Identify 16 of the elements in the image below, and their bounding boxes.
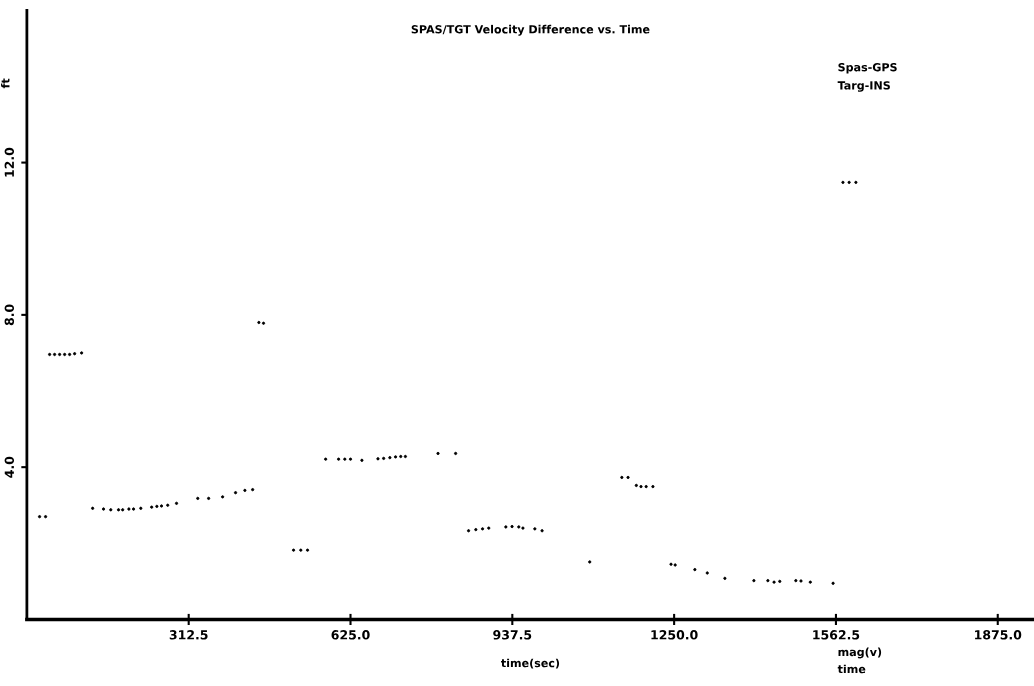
- text: time: [837, 664, 866, 674]
- x-tick-label: 1250.0: [651, 630, 698, 640]
- y-tick-label: 8.0: [4, 304, 15, 326]
- y-tick-label: 4.0: [4, 456, 15, 478]
- annotation: Spas-GPS: [838, 62, 897, 74]
- x-tick-label: 312.5: [169, 630, 208, 640]
- x-tick-label: 1562.5: [813, 630, 860, 640]
- text: SPAS/TGT Velocity Difference vs. Time: [411, 24, 650, 36]
- annotation: Targ-INS: [837, 81, 890, 92]
- y-axis-title: ft: [1, 78, 10, 89]
- x-tick-label: 937.5: [493, 630, 532, 640]
- y-tick-label: 12.0: [4, 147, 15, 177]
- x-tick-label: 1875.0: [975, 630, 1022, 640]
- x-axis-title: time(sec): [501, 658, 560, 669]
- x-tick-label: 625.0: [331, 630, 370, 640]
- text: mag(v): [838, 647, 882, 659]
